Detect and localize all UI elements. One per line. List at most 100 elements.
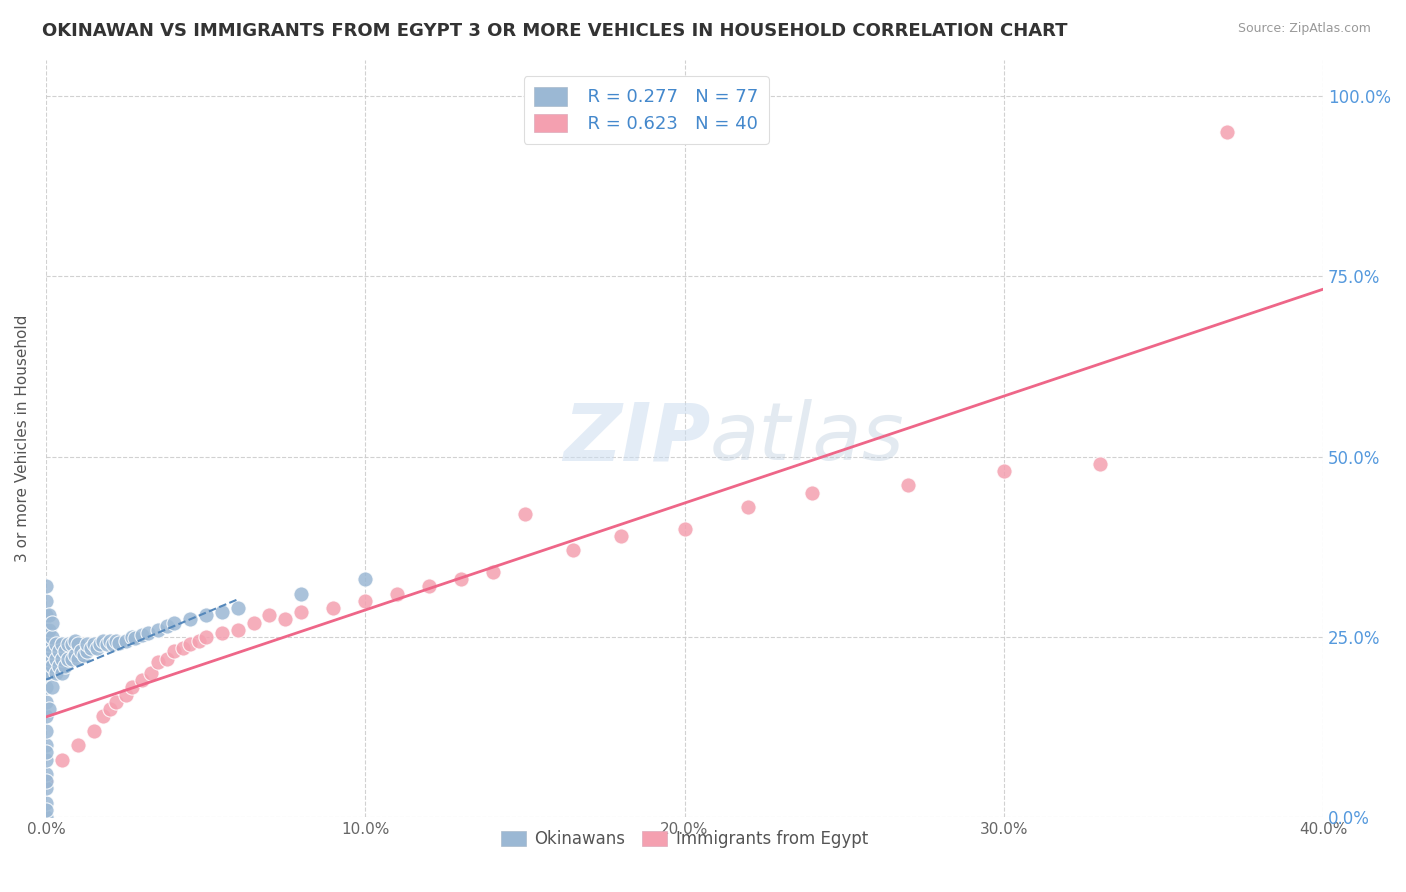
Point [35, 623, 58, 637]
Point [226, 623, 249, 637]
Point [226, 601, 249, 615]
Point [89, 637, 111, 651]
Point [482, 565, 505, 579]
Point [53, 658, 76, 673]
Point [48, 644, 70, 658]
Point [131, 628, 153, 642]
Point [1088, 457, 1111, 471]
Point [66, 738, 89, 752]
Point [242, 615, 264, 630]
Point [114, 688, 136, 702]
Point [35, 746, 58, 760]
Text: ZIP: ZIP [562, 400, 710, 477]
Text: OKINAWAN VS IMMIGRANTS FROM EGYPT 3 OR MORE VEHICLES IN HOUSEHOLD CORRELATION CH: OKINAWAN VS IMMIGRANTS FROM EGYPT 3 OR M… [42, 22, 1067, 40]
Point [35, 738, 58, 752]
Text: atlas: atlas [710, 400, 905, 477]
Point [105, 695, 128, 709]
Point [66, 651, 89, 665]
Point [51, 666, 73, 681]
Point [35, 774, 58, 789]
Point [188, 633, 211, 648]
Point [93, 633, 115, 648]
Point [385, 587, 408, 601]
Point [98, 633, 121, 648]
Point [194, 630, 217, 644]
Point [38, 666, 60, 681]
Point [124, 632, 146, 646]
Point [45, 637, 67, 651]
Point [98, 702, 121, 716]
Point [259, 608, 281, 623]
Point [290, 587, 312, 601]
Point [354, 572, 377, 586]
Point [35, 608, 58, 623]
Point [35, 709, 58, 723]
Point [35, 637, 58, 651]
Point [450, 572, 472, 586]
Point [35, 651, 58, 665]
Point [801, 485, 824, 500]
Point [41, 644, 63, 658]
Point [35, 666, 58, 681]
Point [35, 781, 58, 796]
Point [41, 658, 63, 673]
Point [41, 630, 63, 644]
Point [83, 637, 105, 651]
Point [93, 709, 115, 723]
Point [35, 767, 58, 781]
Point [418, 579, 440, 593]
Point [156, 619, 179, 633]
Point [179, 637, 201, 651]
Point [322, 601, 344, 615]
Point [48, 658, 70, 673]
Legend: Okinawans, Immigrants from Egypt: Okinawans, Immigrants from Egypt [495, 823, 875, 855]
Point [146, 623, 169, 637]
Point [156, 651, 179, 665]
Point [51, 637, 73, 651]
Point [41, 681, 63, 695]
Point [41, 615, 63, 630]
Point [131, 673, 153, 688]
Point [121, 681, 143, 695]
Point [45, 666, 67, 681]
Point [609, 529, 631, 543]
Text: Source: ZipAtlas.com: Source: ZipAtlas.com [1237, 22, 1371, 36]
Point [58, 637, 80, 651]
Point [58, 651, 80, 665]
Point [96, 637, 118, 651]
Point [35, 695, 58, 709]
Point [35, 579, 58, 593]
Point [897, 478, 920, 492]
Point [38, 608, 60, 623]
Point [194, 608, 217, 623]
Point [70, 644, 93, 658]
Point [83, 723, 105, 738]
Point [105, 633, 128, 648]
Point [141, 666, 163, 681]
Point [35, 753, 58, 767]
Point [60, 651, 83, 665]
Point [35, 774, 58, 789]
Point [274, 612, 297, 626]
Point [38, 702, 60, 716]
Point [101, 637, 124, 651]
Point [63, 648, 86, 662]
Point [108, 636, 131, 650]
Point [561, 543, 583, 558]
Point [35, 796, 58, 810]
Point [60, 637, 83, 651]
Point [121, 630, 143, 644]
Point [66, 637, 89, 651]
Point [51, 651, 73, 665]
Point [513, 508, 536, 522]
Point [1216, 125, 1239, 139]
Point [53, 644, 76, 658]
Point [35, 723, 58, 738]
Point [79, 640, 101, 655]
Point [163, 644, 186, 658]
Point [63, 633, 86, 648]
Point [73, 648, 96, 662]
Point [737, 500, 759, 514]
Point [35, 803, 58, 817]
Point [179, 612, 201, 626]
